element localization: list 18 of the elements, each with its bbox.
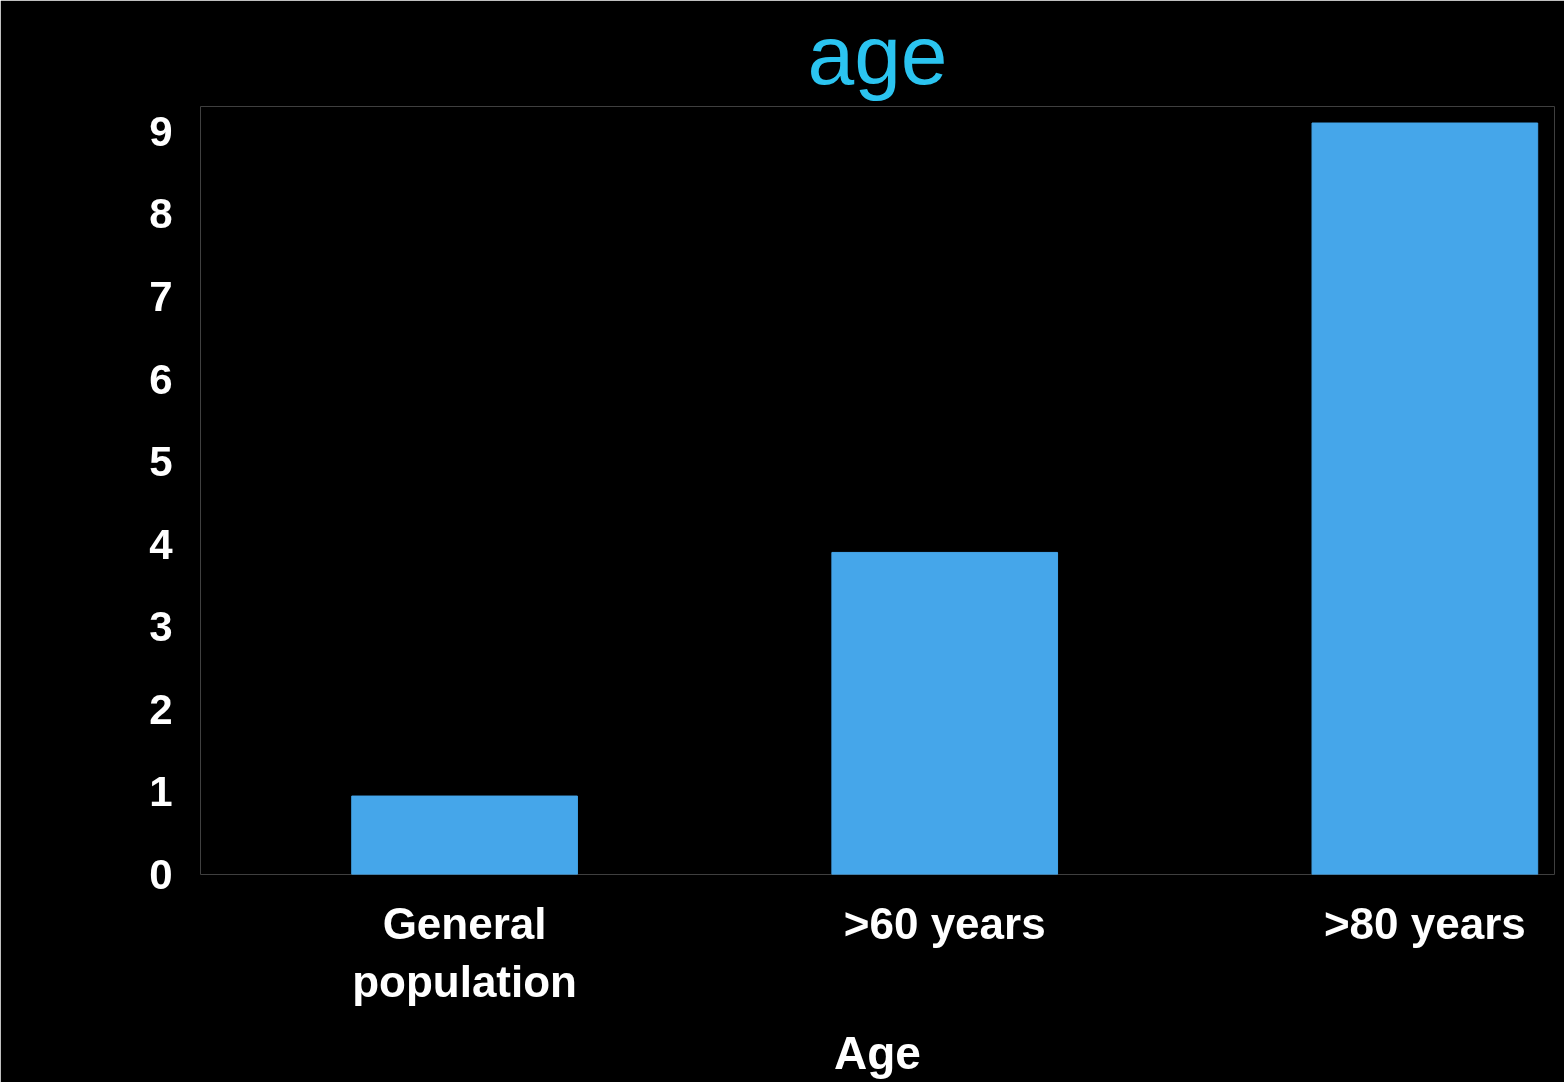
y-tick-label: 0: [149, 851, 173, 898]
y-tick-label: 8: [149, 190, 173, 238]
x-tick-label: >60 years: [843, 898, 1046, 948]
x-axis-title: Age: [834, 1027, 921, 1080]
y-tick-label: 1: [149, 768, 173, 816]
y-tick-label: 4: [149, 520, 174, 568]
x-tick-label: >80 years: [1323, 898, 1526, 948]
bar: [831, 551, 1059, 875]
bar: [1311, 122, 1539, 875]
y-tick-label: 2: [149, 685, 173, 733]
y-tick-label: 3: [149, 603, 173, 651]
y-tick-label: 6: [149, 355, 173, 403]
y-tick-label: 5: [149, 438, 173, 486]
x-tick-label: General population: [352, 898, 577, 1007]
bar: [351, 795, 578, 875]
y-tick-label: 7: [149, 272, 173, 320]
y-tick-label: 9: [149, 107, 173, 155]
chart-title: age: [807, 7, 948, 102]
